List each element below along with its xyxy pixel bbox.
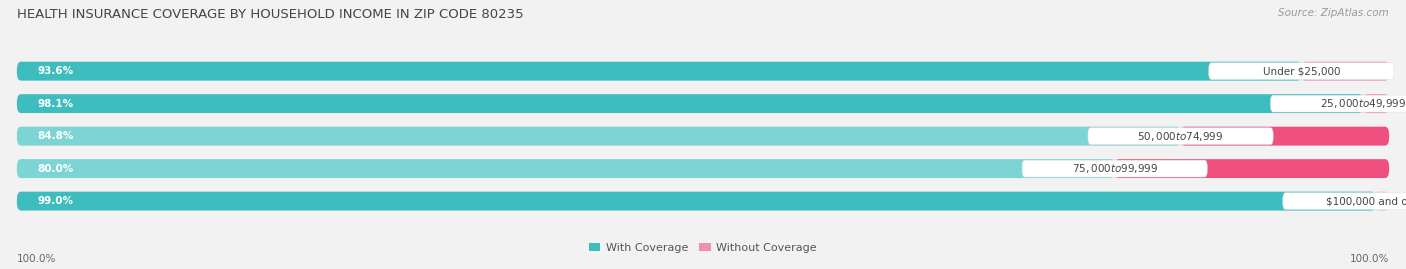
FancyBboxPatch shape [17, 159, 1389, 178]
Legend: With Coverage, Without Coverage: With Coverage, Without Coverage [589, 243, 817, 253]
Text: 100.0%: 100.0% [1350, 254, 1389, 264]
FancyBboxPatch shape [1362, 94, 1389, 113]
Text: 98.1%: 98.1% [38, 99, 73, 109]
Text: Under $25,000: Under $25,000 [1263, 66, 1340, 76]
FancyBboxPatch shape [1209, 63, 1393, 80]
FancyBboxPatch shape [17, 94, 1362, 113]
Text: 99.0%: 99.0% [38, 196, 73, 206]
FancyBboxPatch shape [17, 62, 1389, 81]
FancyBboxPatch shape [1088, 128, 1274, 144]
FancyBboxPatch shape [17, 192, 1389, 211]
FancyBboxPatch shape [17, 94, 1389, 113]
Text: 93.6%: 93.6% [38, 66, 73, 76]
FancyBboxPatch shape [17, 62, 1302, 81]
FancyBboxPatch shape [17, 192, 1375, 211]
FancyBboxPatch shape [1282, 193, 1406, 210]
Text: 80.0%: 80.0% [38, 164, 73, 174]
FancyBboxPatch shape [1271, 95, 1406, 112]
FancyBboxPatch shape [1375, 192, 1389, 211]
Text: Source: ZipAtlas.com: Source: ZipAtlas.com [1278, 8, 1389, 18]
Text: $75,000 to $99,999: $75,000 to $99,999 [1071, 162, 1157, 175]
Text: $25,000 to $49,999: $25,000 to $49,999 [1320, 97, 1406, 110]
FancyBboxPatch shape [17, 127, 1389, 146]
FancyBboxPatch shape [1115, 159, 1389, 178]
Text: 100.0%: 100.0% [17, 254, 56, 264]
FancyBboxPatch shape [17, 159, 1115, 178]
FancyBboxPatch shape [17, 127, 1181, 146]
FancyBboxPatch shape [1181, 127, 1389, 146]
FancyBboxPatch shape [1302, 62, 1389, 81]
Text: HEALTH INSURANCE COVERAGE BY HOUSEHOLD INCOME IN ZIP CODE 80235: HEALTH INSURANCE COVERAGE BY HOUSEHOLD I… [17, 8, 523, 21]
Text: 84.8%: 84.8% [38, 131, 75, 141]
Text: $50,000 to $74,999: $50,000 to $74,999 [1137, 130, 1223, 143]
FancyBboxPatch shape [1022, 160, 1208, 177]
Text: $100,000 and over: $100,000 and over [1326, 196, 1406, 206]
